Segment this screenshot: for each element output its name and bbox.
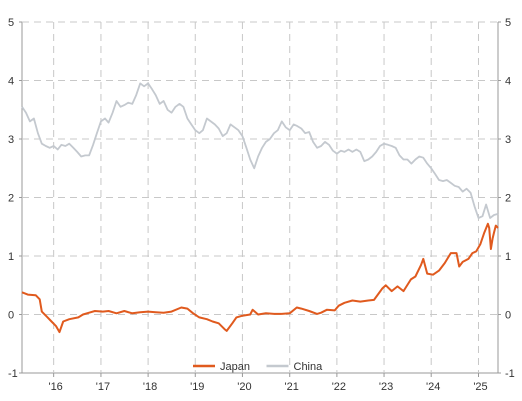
y-tick-label-right: 5 — [505, 17, 511, 29]
legend-label-japan: Japan — [220, 361, 250, 373]
x-tick-label: '20 — [237, 381, 251, 393]
y-tick-label-left: 3 — [8, 134, 14, 146]
x-tick-label: '19 — [190, 381, 204, 393]
legend-label-china: China — [294, 361, 324, 373]
x-tick-label: '17 — [96, 381, 110, 393]
y-tick-label-left: 2 — [8, 193, 14, 205]
y-tick-label-left: -1 — [8, 368, 18, 380]
x-tick-label: '25 — [473, 381, 487, 393]
x-tick-label: '18 — [143, 381, 157, 393]
x-tick-label: '21 — [285, 381, 299, 393]
y-tick-label-left: 1 — [8, 251, 14, 263]
x-tick-label: '16 — [48, 381, 62, 393]
x-tick-label: '24 — [426, 381, 440, 393]
y-tick-label-right: 3 — [505, 134, 511, 146]
y-tick-label-right: -1 — [505, 368, 515, 380]
y-tick-label-right: 0 — [505, 310, 511, 322]
series-line-japan — [21, 222, 499, 334]
y-tick-label-right: 1 — [505, 251, 511, 263]
x-tick-label: '22 — [332, 381, 346, 393]
y-tick-label-left: 0 — [8, 310, 14, 322]
series-line-china — [21, 82, 499, 219]
y-tick-label-left: 4 — [8, 76, 14, 88]
x-tick-label: '23 — [379, 381, 393, 393]
y-tick-label-right: 2 — [505, 193, 511, 205]
y-tick-label-left: 5 — [8, 17, 14, 29]
y-tick-label-right: 4 — [505, 76, 511, 88]
